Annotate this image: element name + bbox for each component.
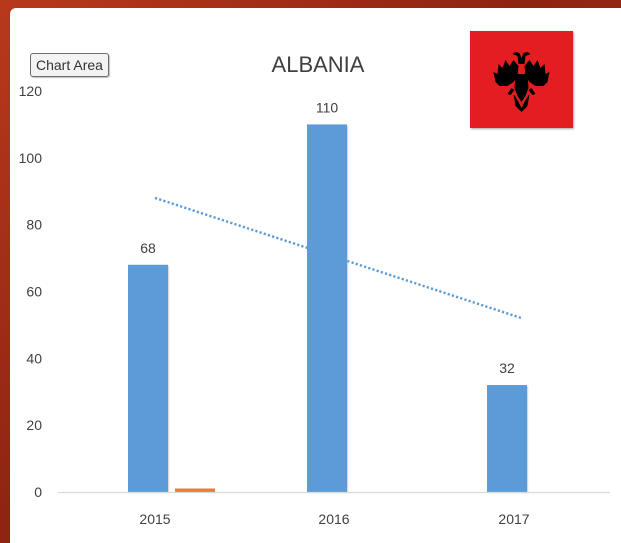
y-tick-label: 60 bbox=[26, 284, 42, 300]
y-tick-label: 100 bbox=[19, 150, 43, 166]
data-label: 110 bbox=[316, 99, 339, 115]
x-tick-label: 2017 bbox=[498, 511, 529, 527]
chart-title: ALBANIA bbox=[272, 52, 365, 77]
x-axis-tick-labels: 2015 2016 2017 bbox=[139, 511, 529, 527]
x-tick-label: 2016 bbox=[318, 511, 349, 527]
data-label: 32 bbox=[499, 360, 515, 376]
albania-flag-icon bbox=[470, 31, 573, 128]
bars bbox=[128, 124, 527, 493]
y-tick-label: 0 bbox=[34, 484, 42, 500]
bar bbox=[307, 124, 347, 493]
y-axis-tick-labels: 0 20 40 60 80 100 120 bbox=[19, 83, 43, 500]
bar-secondary bbox=[175, 488, 215, 492]
y-tick-label: 120 bbox=[19, 83, 43, 99]
chart-area-tooltip: Chart Area bbox=[30, 53, 109, 77]
bar-chart: ALBANIA 0 20 40 60 80 100 120 2015 2016 2017 68 1… bbox=[19, 52, 610, 527]
y-tick-label: 80 bbox=[26, 217, 42, 233]
bar bbox=[128, 264, 168, 492]
y-tick-label: 40 bbox=[26, 350, 42, 366]
y-tick-label: 20 bbox=[26, 417, 42, 433]
bar bbox=[487, 385, 527, 492]
data-label: 68 bbox=[140, 240, 156, 256]
data-labels: 68 110 32 bbox=[140, 99, 515, 376]
x-tick-label: 2015 bbox=[139, 511, 170, 527]
chart-card[interactable]: ALBANIA 0 20 40 60 80 100 120 2015 2016 2017 68 1… bbox=[10, 8, 621, 543]
trendline bbox=[154, 196, 523, 320]
